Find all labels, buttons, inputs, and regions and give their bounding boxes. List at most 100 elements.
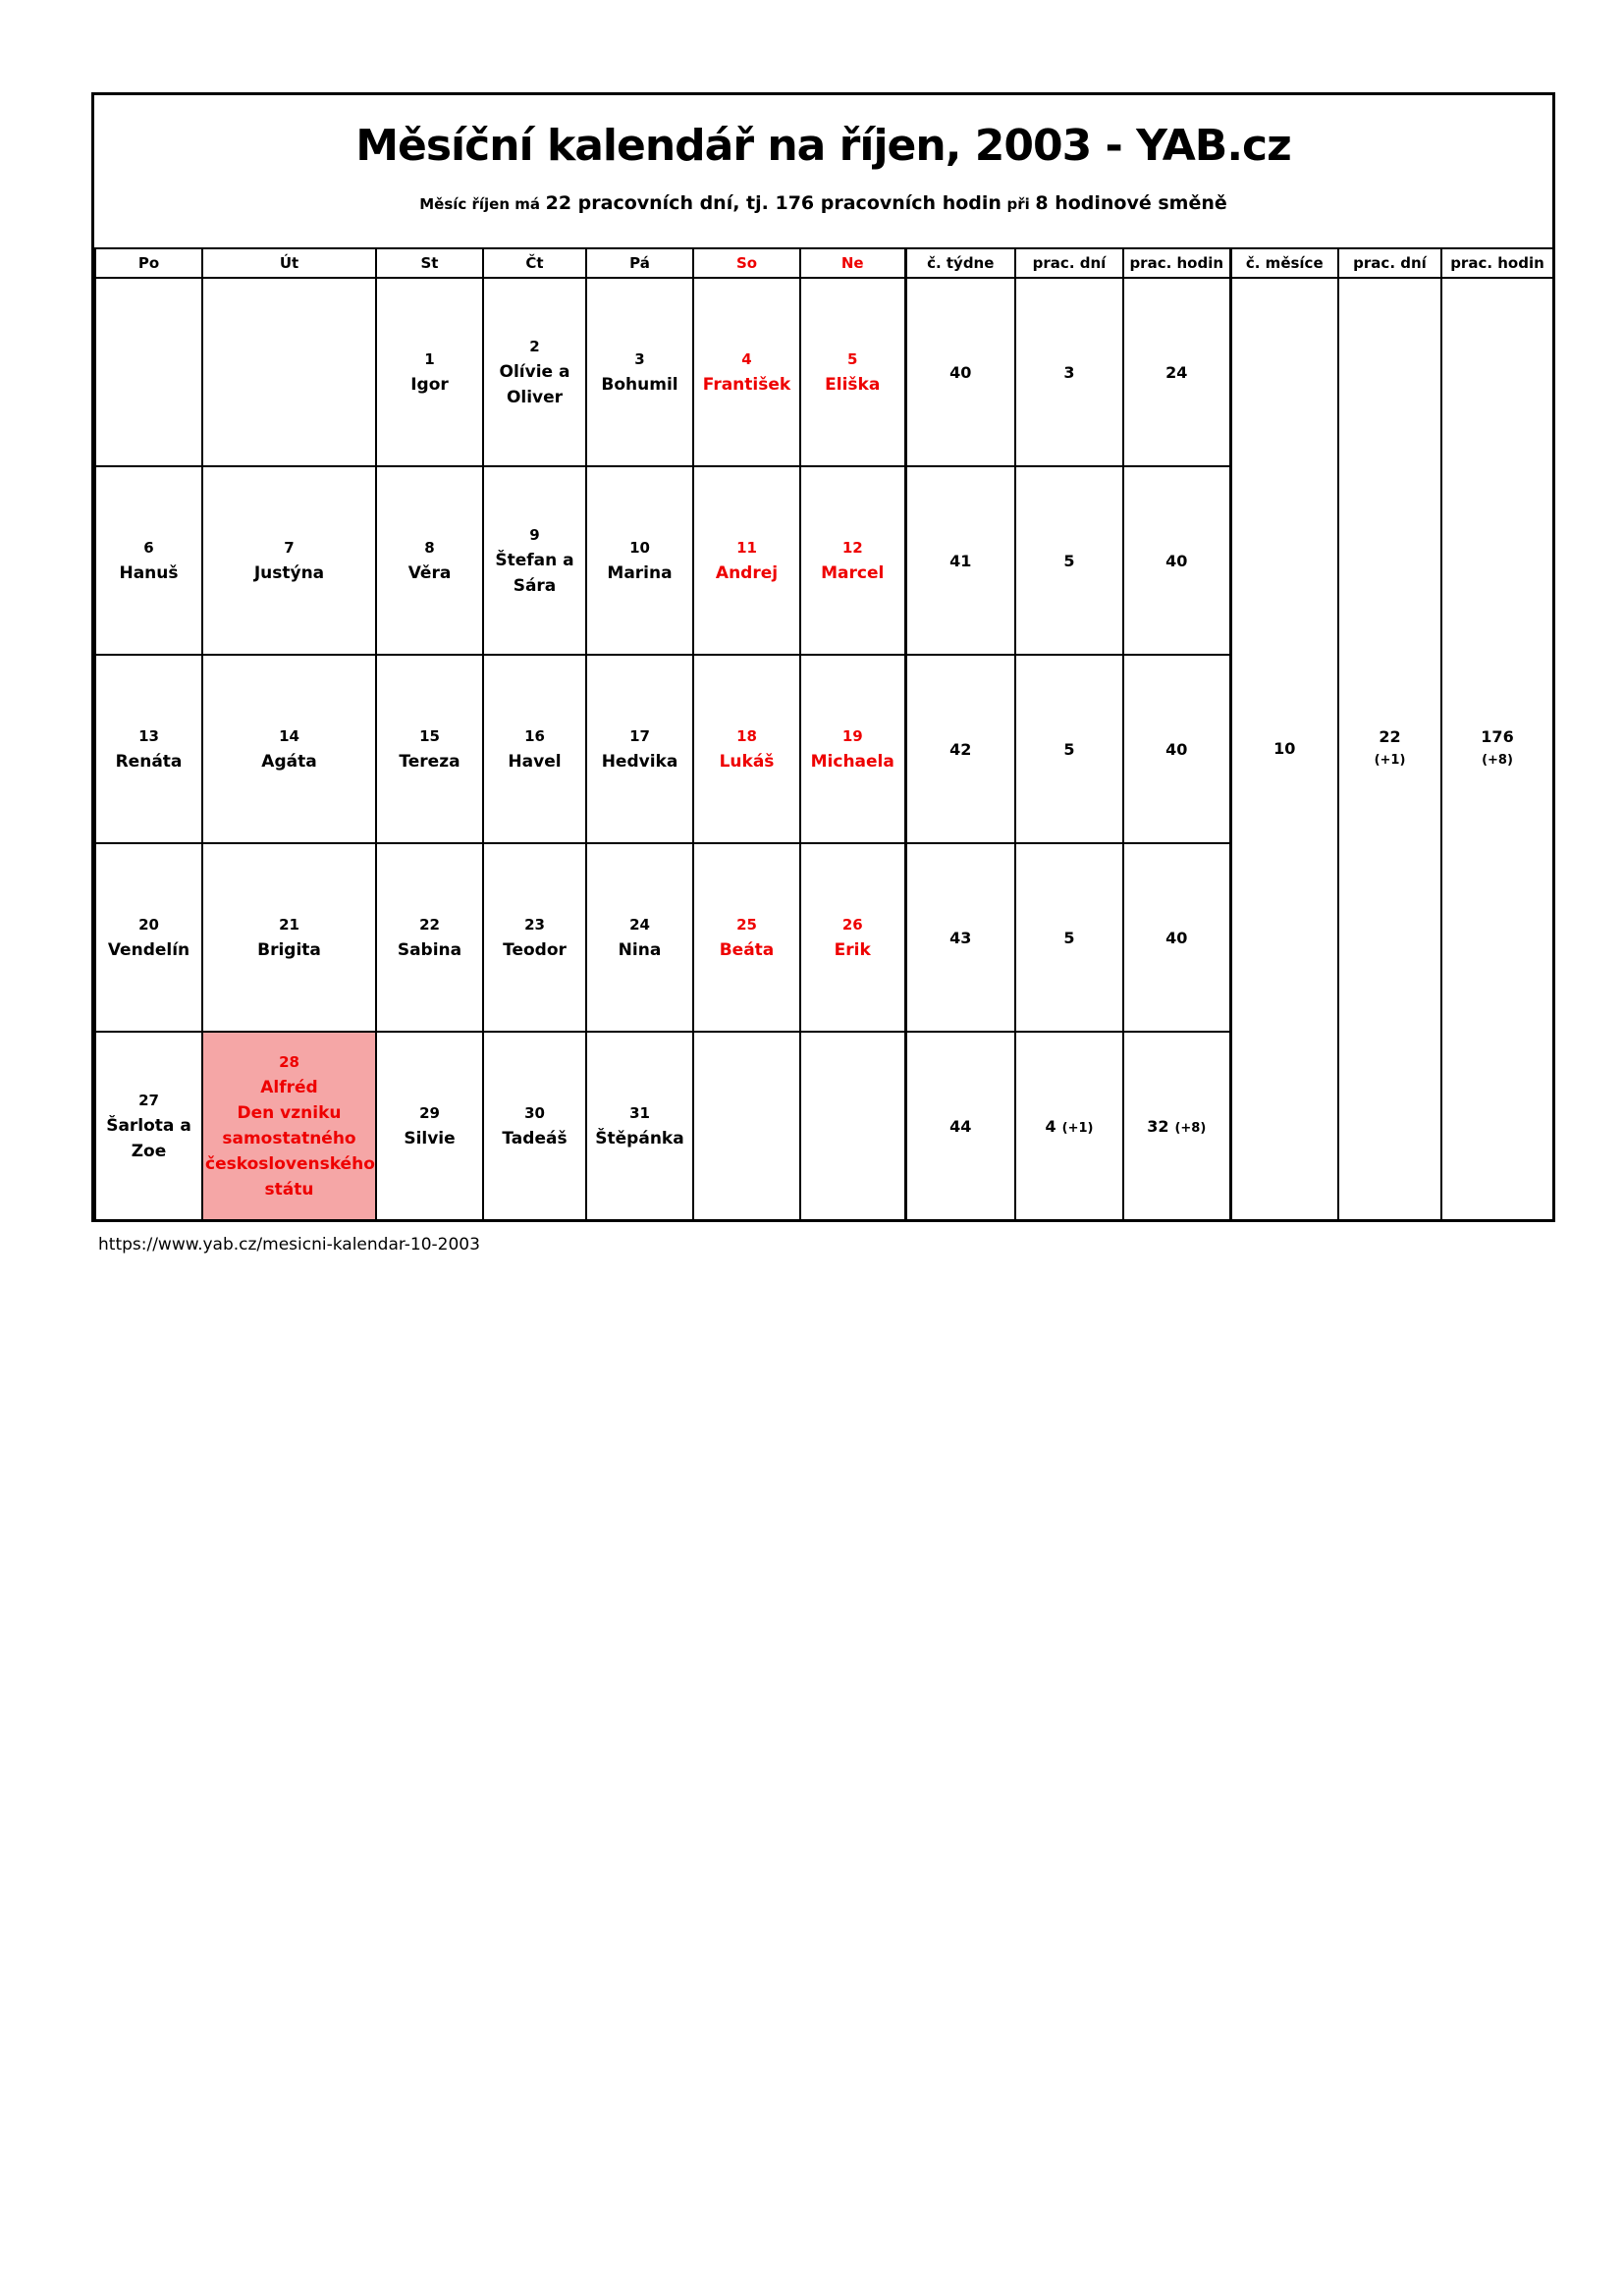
- day-number: 24: [629, 916, 650, 934]
- day-name: Vendelín: [107, 940, 190, 960]
- month-work-days-value: 22: [1379, 727, 1401, 746]
- day-cell: 14 Agáta: [201, 654, 377, 844]
- work-days-cell-value: 4: [1045, 1116, 1056, 1136]
- month-work-hours-extra: (+8): [1482, 753, 1513, 768]
- work-days-cell-value: 3: [1063, 362, 1075, 382]
- header-cell-month-work-days: prac. dní: [1337, 247, 1442, 279]
- day-number: 13: [138, 727, 159, 745]
- day-name: Erik: [834, 940, 871, 960]
- week-row: 27 Šarlota a Zoe 28 Alfréd Den vzniku samost…: [94, 1031, 1553, 1221]
- day-cell: 27 Šarlota a Zoe: [94, 1031, 203, 1221]
- day-number: 5: [847, 350, 858, 368]
- header-cell-work-days: prac. dní: [1014, 247, 1124, 279]
- day-number: 4: [741, 350, 752, 368]
- day-number: 1: [424, 350, 435, 368]
- day-number: 8: [424, 539, 435, 557]
- work-hours-cell-value: 40: [1165, 739, 1188, 759]
- work-hours-cell: 32 (+8): [1122, 1031, 1231, 1221]
- day-name: Marina: [607, 563, 673, 583]
- week-row: 6 Hanuš 7 Justýna 8 Věra 9 Štefan a Sára 10 Marin…: [94, 465, 1553, 656]
- work-hours-cell-value: 40: [1165, 928, 1188, 947]
- work-days-cell: 3: [1014, 277, 1124, 467]
- header-cell-ct: Čt: [482, 247, 587, 279]
- day-name: Justýna: [253, 563, 325, 583]
- day-number: 19: [841, 727, 863, 745]
- week-row: 1 Igor 2 Olívie a Oliver 3 Bohumil 4 František 5…: [94, 277, 1554, 1221]
- day-name: Štefan a Sára: [495, 551, 574, 596]
- day-cell: 7 Justýna: [201, 465, 377, 656]
- day-number: 25: [736, 916, 757, 934]
- day-name: Nina: [618, 940, 662, 960]
- day-cell: 17 Hedvika: [585, 654, 694, 844]
- month-number-cell: 10: [1228, 277, 1339, 1221]
- subtitle-strong-2: 8 hodinové směně: [1035, 192, 1227, 214]
- day-cell: 28 Alfréd Den vzniku samostatného českoslo…: [201, 1031, 377, 1221]
- day-number: 12: [841, 539, 863, 557]
- week-row: 20 Vendelín 21 Brigita 22 Sabina 23 Teodor 24 Nin…: [94, 842, 1553, 1033]
- week-number-cell-value: 43: [949, 928, 972, 947]
- day-number: 17: [629, 727, 650, 745]
- day-cell: 15 Tereza: [375, 654, 484, 844]
- week-number-cell-value: 40: [949, 362, 972, 382]
- day-name: Olívie a Oliver: [499, 362, 570, 407]
- day-name: Beáta: [719, 940, 775, 960]
- day-name: Štěpánka: [595, 1129, 684, 1148]
- header-cell-po: Po: [94, 247, 203, 279]
- week-number-cell: 41: [903, 465, 1016, 656]
- day-number: 30: [524, 1104, 545, 1122]
- work-days-cell-value: 5: [1063, 739, 1075, 759]
- calendar-subtitle: Měsíc říjen má 22 pracovních dní, tj. 17…: [419, 192, 1227, 214]
- day-name: Andrej: [715, 563, 779, 583]
- work-days-cell: 4 (+1): [1014, 1031, 1124, 1221]
- day-name: Lukáš: [719, 752, 775, 772]
- day-number: 28: [279, 1053, 299, 1071]
- calendar-frame: Měsíční kalendář na říjen, 2003 - YAB.cz…: [91, 92, 1555, 1222]
- week-row: 13 Renáta 14 Agáta 15 Tereza 16 Havel 17 Hedvika 1…: [94, 654, 1553, 844]
- day-cell: 22 Sabina: [375, 842, 484, 1033]
- day-cell: 5 Eliška: [799, 277, 906, 467]
- day-number: 18: [736, 727, 757, 745]
- header-row: Po Út St Čt Pá So Ne č. týdne prac. dní …: [94, 247, 1554, 279]
- header-cell-st: St: [375, 247, 484, 279]
- day-cell: 31 Štěpánka: [585, 1031, 694, 1221]
- day-cell: 6 Hanuš: [94, 465, 203, 656]
- week-number-cell: 42: [903, 654, 1016, 844]
- day-name: Silvie: [404, 1129, 456, 1148]
- day-number: 9: [529, 526, 540, 544]
- day-number: 14: [279, 727, 299, 745]
- day-name: Hanuš: [119, 563, 179, 583]
- day-cell: 24 Nina: [585, 842, 694, 1033]
- day-name: Agáta: [261, 752, 317, 772]
- holiday-note: Den vzniku samostatného československého…: [205, 1103, 375, 1200]
- header-cell-month-number: č. měsíce: [1228, 247, 1339, 279]
- subtitle-strong-1: 22 pracovních dní, tj. 176 pracovních ho…: [545, 192, 1001, 214]
- header-cell-work-hours: prac. hodin: [1122, 247, 1231, 279]
- day-number: 15: [419, 727, 440, 745]
- subtitle-mid: při: [1006, 195, 1030, 213]
- day-cell: 18 Lukáš: [692, 654, 801, 844]
- month-work-hours-value: 176: [1481, 727, 1514, 746]
- day-cell: 20 Vendelín: [94, 842, 203, 1033]
- footer-url: https://www.yab.cz/mesicni-kalendar-10-2…: [98, 1235, 480, 1255]
- day-number: 7: [284, 539, 295, 557]
- day-number: 10: [629, 539, 650, 557]
- work-hours-cell-value: 32: [1147, 1116, 1169, 1136]
- day-name: Tereza: [399, 752, 460, 772]
- work-days-cell-value: 5: [1063, 928, 1075, 947]
- work-days-cell: 5: [1014, 465, 1124, 656]
- day-cell: 16 Havel: [482, 654, 587, 844]
- header-cell-ne: Ne: [799, 247, 906, 279]
- header-cell-month-work-hours: prac. hodin: [1440, 247, 1554, 279]
- day-name: Brigita: [257, 940, 321, 960]
- day-number: 21: [279, 916, 299, 934]
- day-cell: 8 Věra: [375, 465, 484, 656]
- day-name: Sabina: [397, 940, 462, 960]
- day-number: 26: [841, 916, 863, 934]
- day-cell: 25 Beáta: [692, 842, 801, 1033]
- day-cell: [94, 277, 203, 467]
- work-hours-cell: 40: [1122, 842, 1231, 1033]
- day-cell: 30 Tadeáš: [482, 1031, 587, 1221]
- work-hours-cell: 24: [1122, 277, 1231, 467]
- day-cell: 13 Renáta: [94, 654, 203, 844]
- day-cell: 3 Bohumil: [585, 277, 694, 467]
